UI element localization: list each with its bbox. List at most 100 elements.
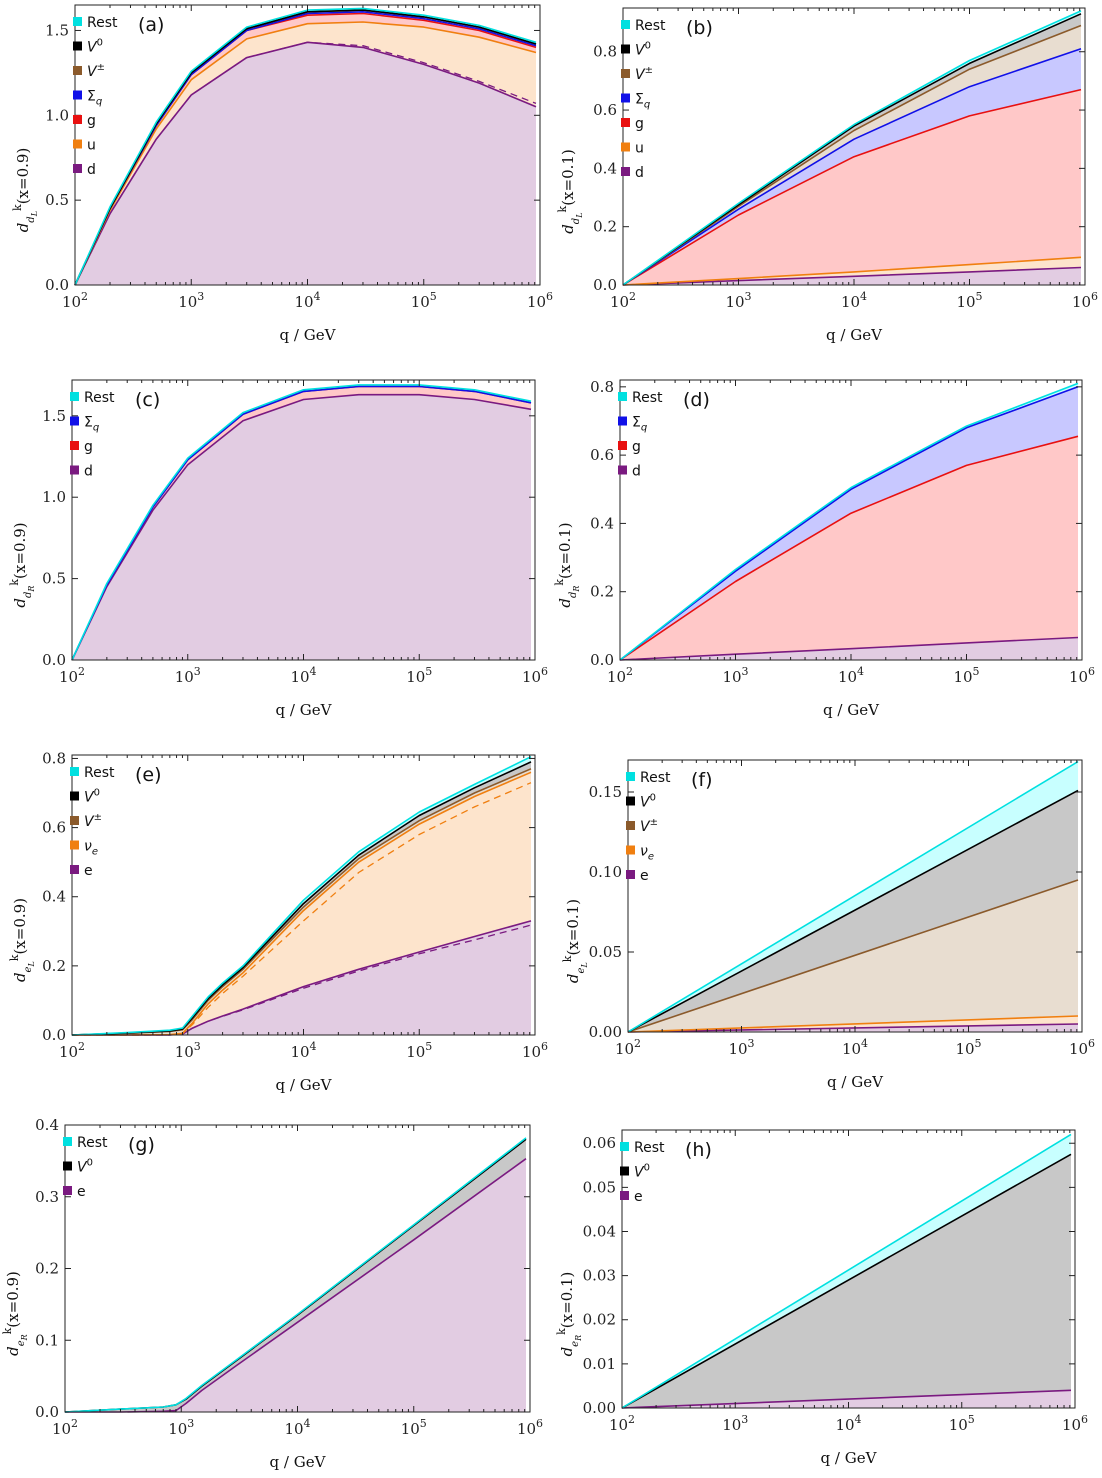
dashed-line-d [74, 41, 537, 286]
legend-label: g [635, 116, 644, 132]
x-axis-label: q / GeV [276, 1076, 333, 1094]
legend-label: νe [84, 839, 98, 858]
area-u [75, 22, 536, 285]
area-d [72, 394, 531, 660]
y-tick-label: 0.6 [42, 819, 66, 837]
panel-g: 102 103 104 105 106 0.0 0.1 0.2 0.3 0.4 q / GeV deR… [1, 1116, 543, 1471]
legend-swatch [63, 1161, 72, 1171]
legend-swatch [70, 465, 79, 475]
area-d [75, 42, 536, 285]
y-tick-label: 0.3 [35, 1188, 59, 1206]
x-tick-label: 105 [406, 1040, 432, 1061]
line-Rest [64, 1137, 527, 1413]
legend-label: e [640, 868, 649, 884]
legend-label: V± [87, 62, 105, 80]
legend-label: V± [84, 812, 102, 830]
y-tick-label: 0.2 [593, 218, 617, 236]
x-axis-label: q / GeV [823, 701, 880, 719]
y-tick-label: 0.15 [589, 783, 622, 801]
legend-label: V0 [84, 788, 100, 806]
legend-label: d [87, 162, 96, 178]
legend-swatch [620, 1191, 629, 1200]
x-tick-label: 103 [725, 290, 751, 311]
legend-swatch [626, 870, 635, 879]
legend-label: Rest [635, 18, 666, 34]
panel-tag: (d) [683, 389, 710, 411]
y-tick-label: 0.0 [593, 276, 617, 294]
x-tick-label: 102 [609, 1413, 635, 1434]
legend-swatch [618, 441, 627, 450]
y-tick-label: 0.4 [42, 888, 66, 906]
y-tick-label: 0.8 [590, 378, 614, 396]
area-e [65, 1158, 526, 1412]
y-axis-label: deRk(x=0.9) [1, 1271, 29, 1356]
legend-swatch [618, 465, 627, 475]
y-tick-label: 0.05 [589, 943, 622, 961]
legend-label: Rest [84, 765, 115, 781]
panel-e: 102 103 104 105 106 0.0 0.2 0.4 0.6 0.8 q / GeV deL… [8, 749, 548, 1094]
area-Σ_q [623, 48, 1081, 285]
line-Rest [627, 760, 1079, 1033]
y-tick-label: 0.8 [42, 749, 66, 767]
legend-label: g [87, 113, 96, 129]
legend-swatch [70, 441, 79, 450]
y-tick-label: 0.2 [35, 1260, 59, 1278]
x-tick-label: 104 [841, 290, 867, 311]
legend-label: d [632, 464, 641, 480]
legend-swatch [620, 1142, 629, 1151]
legend-swatch [620, 1166, 629, 1176]
area-V^0 [623, 13, 1081, 286]
legend-label: V± [635, 65, 653, 83]
y-tick-label: 1.5 [45, 21, 69, 39]
legend-label: Rest [634, 1140, 665, 1156]
legend-swatch [73, 164, 82, 173]
x-axis-label: q / GeV [270, 1453, 327, 1471]
y-tick-label: 0.4 [35, 1116, 59, 1134]
legend-swatch [618, 392, 627, 401]
legend-swatch [73, 66, 82, 75]
x-tick-label: 105 [401, 1417, 427, 1438]
legend-swatch [621, 44, 630, 54]
line-Rest [622, 10, 1082, 286]
legend-label: e [77, 1184, 86, 1200]
x-axis-label: q / GeV [280, 326, 337, 344]
legend-label: V0 [634, 1163, 650, 1181]
panel-tag: (f) [691, 769, 713, 791]
line-Rest [621, 1133, 1072, 1409]
y-axis-label: ddRk(x=0.9) [8, 522, 36, 607]
legend-label: V0 [77, 1158, 93, 1176]
line-V^± [627, 879, 1079, 1033]
y-axis-label: ddLk(x=0.9) [11, 148, 39, 233]
y-tick-label: 0.4 [593, 159, 617, 177]
area-e [72, 920, 531, 1035]
y-tick-label: 0.00 [589, 1023, 622, 1041]
x-tick-label: 102 [59, 665, 85, 686]
x-tick-label: 102 [52, 1417, 78, 1438]
legend-swatch [618, 416, 627, 426]
y-tick-label: 1.0 [42, 488, 66, 506]
legend-swatch [73, 90, 82, 100]
area-g [620, 436, 1078, 660]
legend-label: Rest [640, 770, 671, 786]
line-g [622, 88, 1082, 286]
x-tick-label: 104 [835, 1413, 861, 1434]
y-tick-label: 0.5 [45, 191, 69, 209]
legend-swatch [73, 17, 82, 26]
legend-label: g [84, 439, 93, 455]
y-tick-label: 0.0 [35, 1403, 59, 1421]
y-tick-label: 0.03 [583, 1267, 616, 1285]
line-e [627, 1023, 1079, 1033]
legend-label: Rest [84, 390, 115, 406]
legend-label: d [635, 165, 644, 181]
legend-label: e [634, 1189, 643, 1205]
y-tick-label: 0.4 [590, 514, 614, 532]
legend-swatch [70, 392, 79, 401]
panel-tag: (h) [685, 1139, 712, 1161]
y-tick-label: 0.2 [590, 583, 614, 601]
line-Rest [74, 7, 537, 286]
y-tick-label: 0.0 [42, 1026, 66, 1044]
legend-swatch [63, 1137, 72, 1146]
y-tick-label: 0.1 [35, 1331, 59, 1349]
area-d [623, 267, 1081, 285]
y-tick-label: 0.0 [42, 651, 66, 669]
